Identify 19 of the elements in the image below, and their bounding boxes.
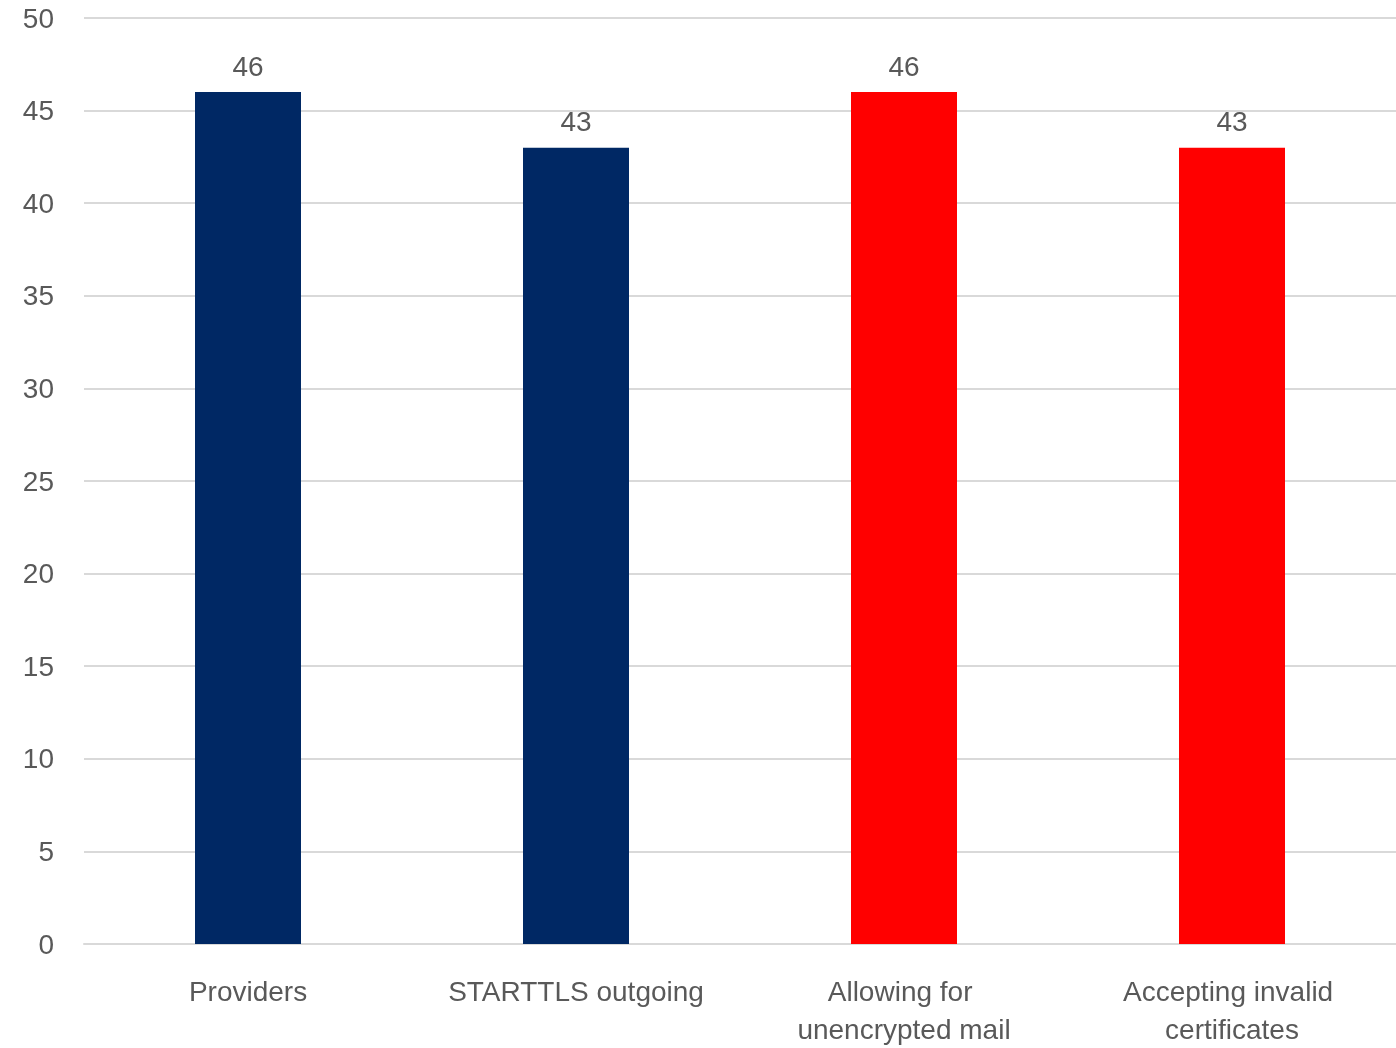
y-tick-label: 45 <box>22 95 54 127</box>
y-tick-label: 40 <box>22 187 54 219</box>
x-tick-label: Accepting invalid certificates <box>1123 975 1341 1045</box>
y-tick-label: 25 <box>22 465 54 497</box>
data-label: 43 <box>1216 106 1248 138</box>
x-tick-label: Providers <box>188 975 308 1007</box>
y-tick-label: 5 <box>38 835 54 867</box>
y-tick-label: 0 <box>38 928 54 960</box>
data-label: 46 <box>888 50 920 82</box>
x-tick-label: STARTTLS outgoing <box>448 975 704 1007</box>
y-tick-label: 50 <box>22 2 54 34</box>
y-tick-label: 10 <box>22 743 54 775</box>
y-tick-label: 20 <box>22 558 54 590</box>
y-tick-label: 15 <box>22 650 54 682</box>
y-tick-label: 30 <box>22 372 54 404</box>
x-tick-label: Allowing for unencrypted mail <box>797 975 1011 1045</box>
data-label: 46 <box>232 50 264 82</box>
data-label: 43 <box>560 106 592 138</box>
y-tick-label: 35 <box>22 280 54 312</box>
